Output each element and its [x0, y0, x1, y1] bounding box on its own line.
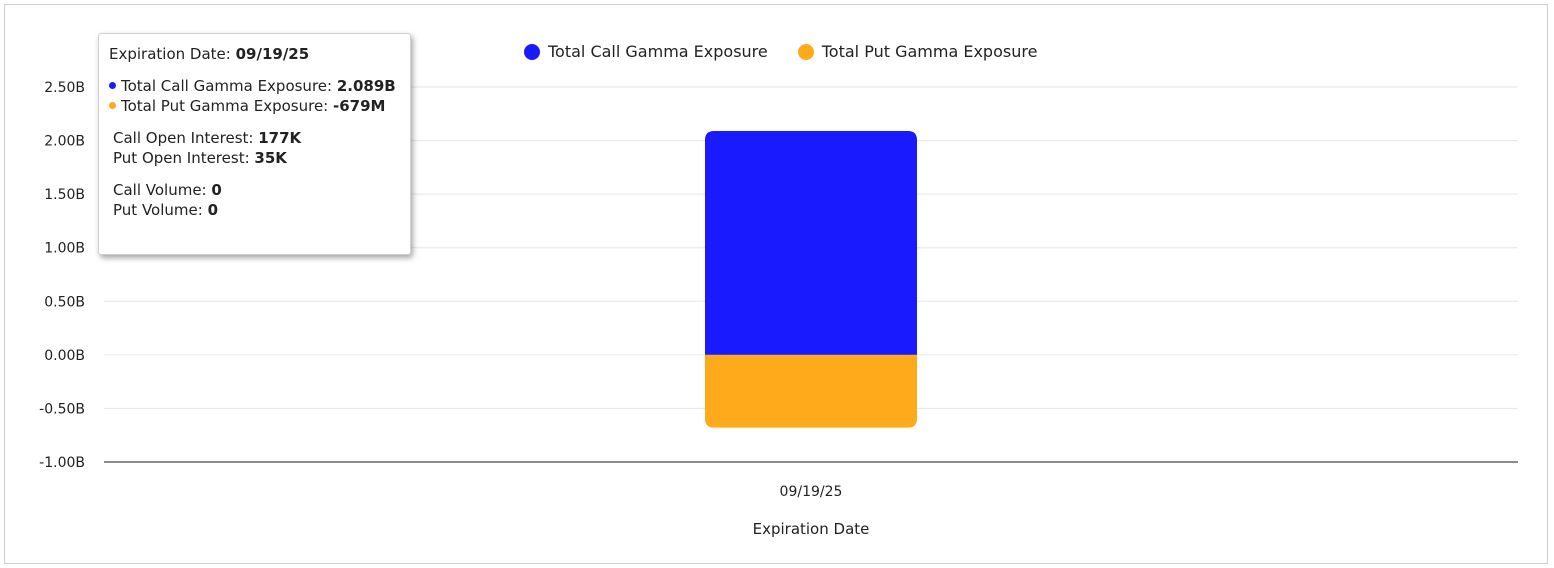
- tooltip-call-gex-row: Total Call Gamma Exposure: 2.089B: [109, 76, 400, 96]
- tooltip-call-gex-value: 2.089B: [336, 77, 396, 95]
- tooltip-date-label: Expiration Date:: [109, 45, 231, 63]
- tooltip-put-vol-row: Put Volume: 0: [109, 200, 400, 220]
- legend-call-label: Total Call Gamma Exposure: [548, 42, 768, 61]
- tooltip-put-vol-label: Put Volume:: [113, 201, 203, 219]
- bars: [705, 131, 917, 428]
- legend-put-label: Total Put Gamma Exposure: [821, 42, 1038, 61]
- x-tick-label: 09/19/25: [780, 484, 843, 500]
- x-axis-title: Expiration Date: [753, 520, 870, 538]
- tooltip-put-dot-icon: [109, 102, 116, 109]
- tooltip-call-oi-value: 177K: [258, 129, 302, 147]
- bar-put-gamma[interactable]: [705, 354, 917, 428]
- y-tick-label: 1.50B: [44, 187, 85, 203]
- legend-put-dot-icon: [797, 43, 814, 60]
- tooltip-put-gex-row: Total Put Gamma Exposure: -679M: [109, 96, 400, 116]
- y-tick-label: -0.50B: [39, 401, 85, 417]
- y-tick-label: -1.00B: [39, 455, 85, 471]
- legend: Total Call Gamma Exposure Total Put Gamm…: [524, 42, 1037, 61]
- tooltip-call-oi-label: Call Open Interest:: [113, 129, 254, 147]
- y-tick-label: 1.00B: [44, 241, 85, 257]
- tooltip-call-dot-icon: [109, 82, 116, 89]
- tooltip-call-vol-row: Call Volume: 0: [109, 180, 400, 200]
- chart-tooltip: Expiration Date: 09/19/25 Total Call Gam…: [98, 33, 411, 255]
- tooltip-call-vol-value: 0: [211, 181, 222, 199]
- legend-call-dot-icon: [524, 43, 540, 60]
- y-tick-label: 0.00B: [44, 348, 85, 364]
- tooltip-put-gex-label: Total Put Gamma Exposure:: [121, 97, 329, 115]
- tooltip-put-vol-value: 0: [207, 201, 218, 219]
- tooltip-call-gex-label: Total Call Gamma Exposure:: [121, 77, 333, 95]
- y-axis-ticks: 2.50B 2.00B 1.50B 1.00B 0.50B 0.00B -0.50B -1.0…: [39, 80, 85, 471]
- tooltip-put-oi-value: 35K: [254, 149, 287, 167]
- y-tick-label: 2.00B: [44, 134, 85, 150]
- tooltip-put-oi-label: Put Open Interest:: [113, 149, 250, 167]
- x-axis-ticks: 09/19/25: [780, 484, 843, 500]
- tooltip-date-value: 09/19/25: [235, 45, 310, 63]
- y-tick-label: 2.50B: [44, 80, 85, 96]
- legend-item-put[interactable]: Total Put Gamma Exposure: [797, 42, 1038, 61]
- y-tick-label: 0.50B: [44, 294, 85, 310]
- bar-call-gamma[interactable]: [705, 131, 917, 355]
- tooltip-put-gex-value: -679M: [333, 97, 386, 115]
- legend-item-call[interactable]: Total Call Gamma Exposure: [524, 42, 768, 61]
- tooltip-call-vol-label: Call Volume:: [113, 181, 207, 199]
- tooltip-date-row: Expiration Date: 09/19/25: [109, 44, 400, 64]
- tooltip-put-oi-row: Put Open Interest: 35K: [109, 148, 400, 168]
- tooltip-call-oi-row: Call Open Interest: 177K: [109, 128, 400, 148]
